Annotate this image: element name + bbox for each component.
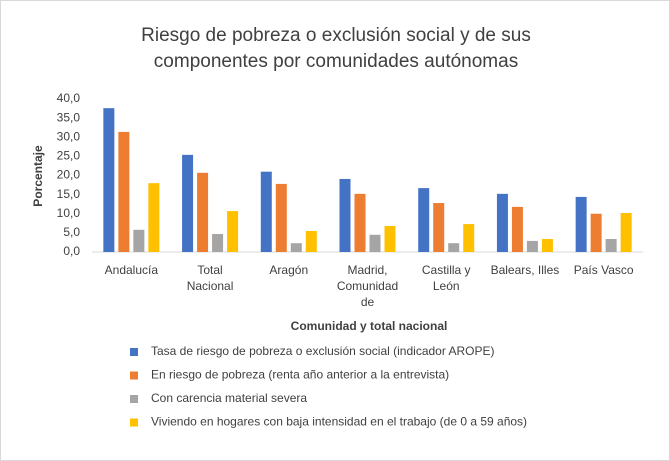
bar <box>496 193 508 252</box>
y-tick-label: 35,0 <box>57 110 81 124</box>
bar <box>339 178 351 252</box>
legend-swatch <box>130 395 138 403</box>
bar <box>433 203 445 252</box>
legend-label: Viviendo en hogares con baja intensidad … <box>151 415 527 429</box>
bar <box>148 183 160 252</box>
x-axis-title: Comunidad y total nacional <box>291 319 448 333</box>
y-tick-label: 25,0 <box>57 149 81 163</box>
bar <box>305 230 317 252</box>
y-tick-label: 20,0 <box>57 168 81 182</box>
x-tick-label: Balears, Illes <box>490 263 560 277</box>
legend-swatch <box>130 371 138 380</box>
bar <box>354 193 366 252</box>
legend-label: Con carencia material severa <box>151 391 307 405</box>
bar <box>384 225 396 252</box>
bar <box>369 234 381 252</box>
x-tick-label: País Vasco <box>573 263 634 277</box>
bar <box>290 243 302 252</box>
bar <box>197 172 209 252</box>
y-tick-label: 10,0 <box>57 206 81 220</box>
bar <box>541 238 553 252</box>
bar <box>212 234 224 252</box>
bar <box>605 238 617 252</box>
bar <box>260 171 272 252</box>
bar <box>133 229 145 252</box>
bar <box>526 240 538 252</box>
y-axis-title: Porcentaje <box>31 145 45 207</box>
x-tick-label: Madrid, Comunidad de <box>336 263 399 309</box>
x-tick-label: Total Nacional <box>186 263 234 293</box>
bar <box>103 108 115 253</box>
bar <box>511 206 523 252</box>
bar <box>182 154 194 252</box>
y-tick-label: 0,0 <box>63 244 80 258</box>
bar <box>590 213 602 252</box>
bar <box>227 211 239 252</box>
x-tick-label: Andalucía <box>104 263 159 277</box>
x-tick-label: Aragón <box>269 263 309 277</box>
bar <box>620 212 632 252</box>
legend-label: En riesgo de pobreza (renta año anterior… <box>151 368 449 382</box>
x-tick-label: Castilla y León <box>421 263 471 293</box>
bar <box>275 183 287 252</box>
y-tick-label: 15,0 <box>57 187 81 201</box>
legend-swatch <box>130 418 138 427</box>
bar <box>575 196 587 252</box>
bar <box>463 224 475 252</box>
y-tick-label: 40,0 <box>57 91 81 105</box>
bar <box>418 188 430 252</box>
chart-title: Riesgo de pobreza o exclusión social y d… <box>141 25 531 72</box>
legend-swatch <box>130 348 138 356</box>
legend-label: Tasa de riesgo de pobreza o exclusión so… <box>151 344 495 358</box>
y-tick-label: 30,0 <box>57 129 81 143</box>
bar <box>118 131 130 252</box>
y-tick-label: 5,0 <box>63 225 80 239</box>
bar <box>448 243 460 252</box>
